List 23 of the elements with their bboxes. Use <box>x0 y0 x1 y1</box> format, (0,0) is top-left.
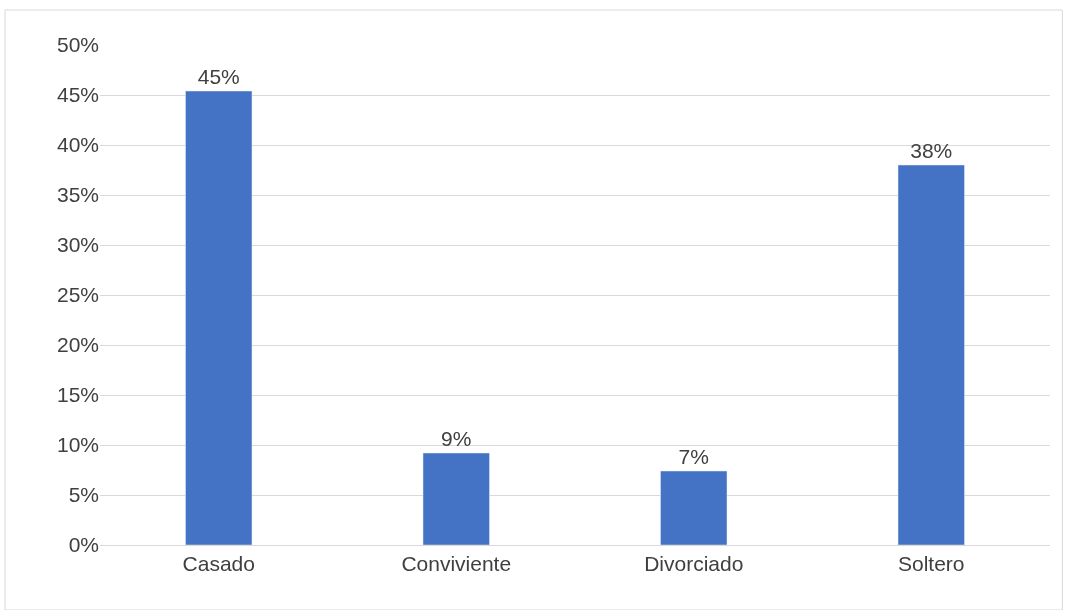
bar <box>660 470 728 545</box>
y-tick-label: 35% <box>56 183 99 207</box>
x-tick-label: Casado <box>182 552 255 576</box>
data-label: 9% <box>441 427 472 450</box>
data-label: 7% <box>678 445 709 468</box>
y-tick-label: 15% <box>56 383 99 407</box>
bar <box>422 452 490 545</box>
y-tick-label: 20% <box>56 333 99 357</box>
y-tick-label: 25% <box>56 283 99 307</box>
x-tick-label: Soltero <box>897 552 965 576</box>
y-tick-label: 0% <box>68 533 99 557</box>
x-tick-label: Conviviente <box>401 552 512 576</box>
bar <box>185 90 253 545</box>
y-tick-label: 5% <box>68 483 99 507</box>
bar <box>897 164 965 545</box>
x-tick-label: Divorciado <box>644 552 744 576</box>
y-tick-label: 30% <box>56 233 99 257</box>
y-tick-label: 40% <box>56 133 99 157</box>
data-label: 38% <box>910 139 953 162</box>
y-tick-label: 50% <box>56 33 99 57</box>
y-tick-label: 45% <box>56 83 99 107</box>
data-label: 45% <box>197 65 240 88</box>
y-tick-label: 10% <box>56 433 99 457</box>
